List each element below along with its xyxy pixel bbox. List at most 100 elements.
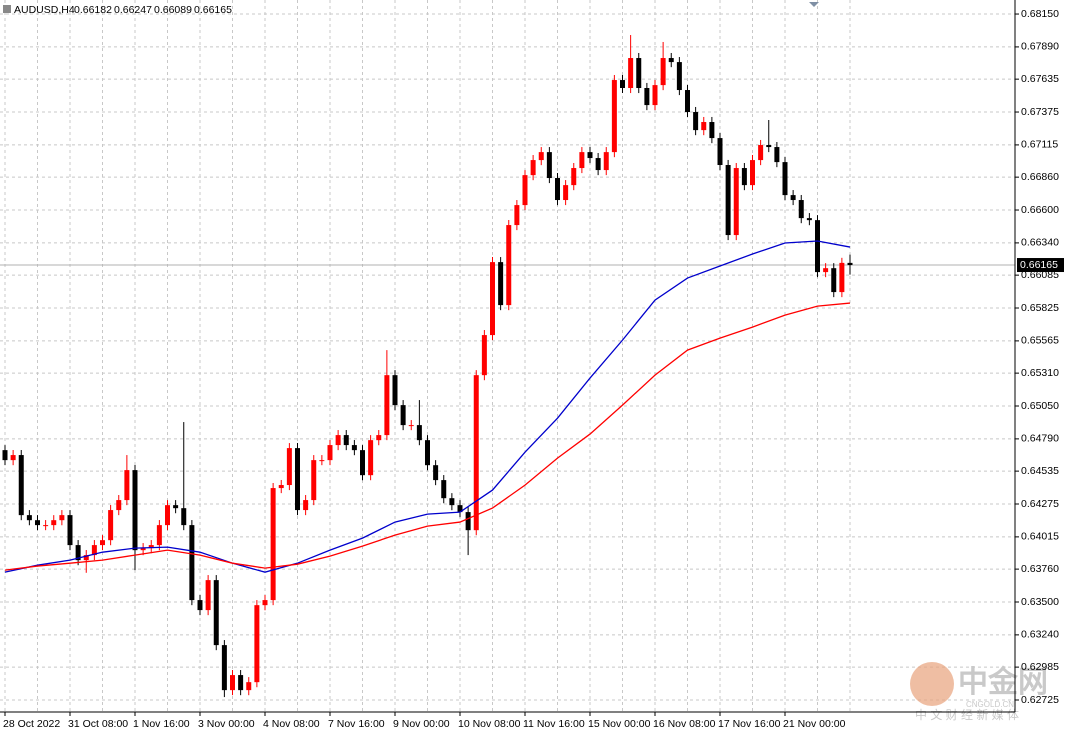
candle-body xyxy=(571,168,577,186)
candle-body xyxy=(116,500,122,511)
candle-body xyxy=(400,405,406,426)
y-tick-label: 0.65050 xyxy=(1021,400,1059,412)
candle-body xyxy=(790,195,796,201)
candle-body xyxy=(465,512,471,531)
watermark-logo-icon xyxy=(910,662,954,706)
candle-body xyxy=(335,435,341,446)
y-tick-label: 0.65825 xyxy=(1021,302,1059,314)
candle-body xyxy=(343,435,349,446)
candle-body xyxy=(750,160,755,186)
candle-body xyxy=(522,175,528,206)
candle-body xyxy=(831,268,837,293)
x-tick-label: 17 Nov 16:00 xyxy=(718,718,781,730)
candle-body xyxy=(360,450,365,476)
candle-body xyxy=(165,505,170,526)
candle-body xyxy=(83,555,89,561)
candle-body xyxy=(327,445,333,461)
candle-body xyxy=(449,498,455,506)
x-tick-label: 3 Nov 00:00 xyxy=(198,718,255,730)
candle-body xyxy=(506,225,512,306)
x-tick-label: 7 Nov 16:00 xyxy=(328,718,385,730)
candle-body xyxy=(384,375,390,436)
chart-title: AUDUSD,H4 xyxy=(14,4,75,16)
candle-body xyxy=(230,675,235,691)
y-tick-label: 0.63500 xyxy=(1021,596,1059,608)
candle-body xyxy=(473,375,479,531)
candle-body xyxy=(108,510,114,541)
candle-body xyxy=(213,580,219,646)
candle-body xyxy=(51,520,57,526)
candle-body xyxy=(100,540,105,546)
moving-average xyxy=(4,302,851,571)
candle-body xyxy=(457,505,463,513)
y-tick-label: 0.67375 xyxy=(1021,106,1059,118)
x-tick-label: 15 Nov 00:00 xyxy=(588,718,651,730)
candle-body xyxy=(441,480,447,499)
candle-body xyxy=(59,515,65,521)
candle-body xyxy=(685,90,690,113)
watermark: 中金网 CNGOLD.CN 中 文 财 经 新 媒 体 xyxy=(910,662,1048,722)
candle-body xyxy=(26,515,32,521)
watermark-logo: 中金网 xyxy=(958,665,1048,699)
watermark-site: CNGOLD.CN xyxy=(966,700,1014,709)
x-tick-label: 31 Oct 08:00 xyxy=(68,718,128,730)
candle-body xyxy=(286,448,292,486)
candle-body xyxy=(595,158,601,171)
candle-body xyxy=(91,545,97,556)
candle-body xyxy=(538,152,544,161)
candle-body xyxy=(676,62,682,91)
candle-body xyxy=(636,58,642,89)
candle-body xyxy=(815,220,820,273)
candle-body xyxy=(839,262,845,293)
candle-body xyxy=(733,168,739,236)
candle-body xyxy=(67,515,73,546)
y-tick-label: 0.63760 xyxy=(1021,563,1059,575)
price-tag xyxy=(1017,258,1064,273)
x-tick-label: 28 Oct 2022 xyxy=(3,718,60,730)
candle-body xyxy=(197,600,203,611)
candle-body xyxy=(725,165,731,236)
y-tick-label: 0.64275 xyxy=(1021,498,1059,510)
candle-body xyxy=(2,450,8,461)
candle-body xyxy=(758,145,764,161)
price-tag-label: 0.66165 xyxy=(1020,259,1058,271)
candle-body xyxy=(652,85,658,106)
candle-body xyxy=(741,168,747,186)
candle-body xyxy=(425,440,430,466)
candle-body xyxy=(490,262,495,336)
candle-body xyxy=(368,440,374,476)
candle-body xyxy=(319,460,325,462)
candle-body xyxy=(782,162,788,196)
candle-body xyxy=(278,485,284,489)
candle-body xyxy=(847,262,853,266)
y-tick-label: 0.64015 xyxy=(1021,531,1059,543)
y-tick-label: 0.63240 xyxy=(1021,629,1059,641)
candle-body xyxy=(205,580,211,611)
candle-body xyxy=(611,80,617,153)
y-tick-label: 0.67890 xyxy=(1021,41,1059,53)
candle-body xyxy=(295,448,300,511)
last-low: 0.66089 xyxy=(154,4,192,16)
y-tick-label: 0.66340 xyxy=(1021,237,1059,249)
candle-body xyxy=(148,545,154,549)
candle-body xyxy=(693,112,699,131)
candle-body xyxy=(173,505,179,509)
candle-body xyxy=(433,465,439,481)
candle-body xyxy=(311,460,317,501)
candle-body xyxy=(181,508,187,526)
candle-body xyxy=(766,145,772,148)
candle-body xyxy=(481,335,487,376)
x-tick-label: 1 Nov 16:00 xyxy=(133,718,190,730)
shift-marker xyxy=(809,2,819,7)
candle-body xyxy=(35,520,40,526)
candle-body xyxy=(644,88,650,106)
candle-body xyxy=(555,178,560,201)
candle-body xyxy=(514,205,520,226)
candle-body xyxy=(254,605,260,683)
y-tick-label: 0.68150 xyxy=(1021,8,1059,20)
y-tick-label: 0.64535 xyxy=(1021,465,1059,477)
candle-body xyxy=(546,152,552,179)
y-tick-label: 0.67115 xyxy=(1021,139,1058,151)
candle-body xyxy=(189,525,195,601)
